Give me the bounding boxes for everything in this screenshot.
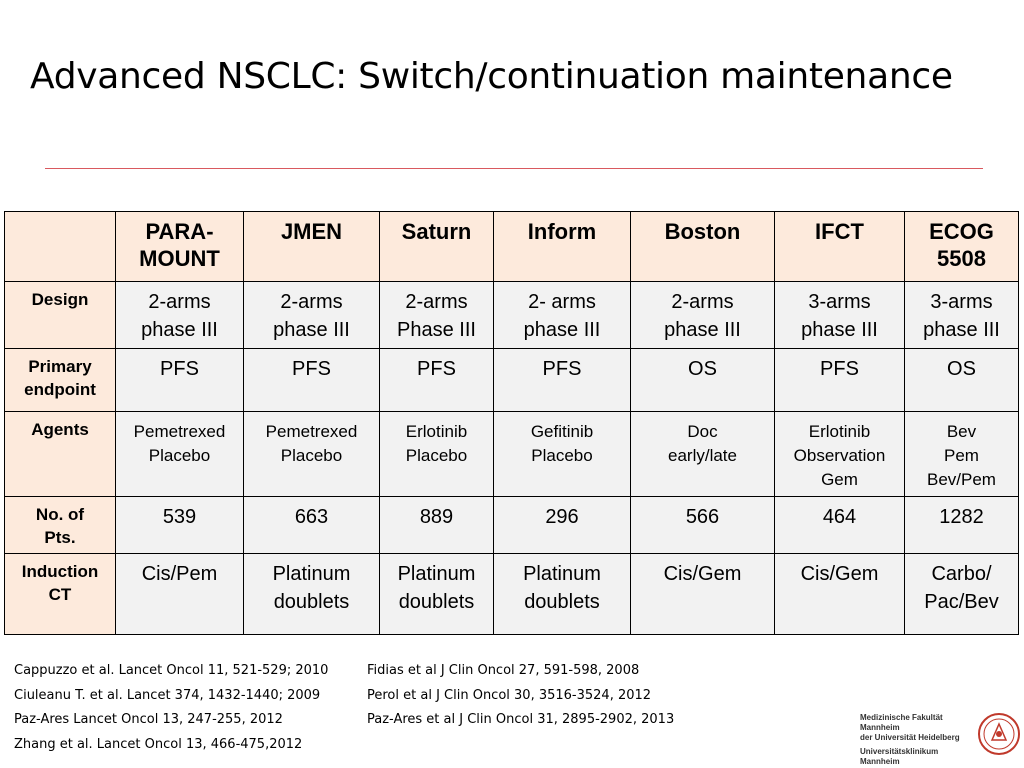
- table-row-design: Design 2-arms phase III 2-arms phase III…: [4, 281, 1019, 349]
- table-cell: 3-arms phase III: [904, 281, 1019, 349]
- table-cell: 2-arms Phase III: [379, 281, 494, 349]
- table-row-primary-endpoint: Primary endpoint PFS PFS PFS PFS OS PFS …: [4, 348, 1019, 412]
- table-cell: Doc early/late: [630, 411, 775, 497]
- reference-item: Paz-Ares et al J Clin Oncol 31, 2895-290…: [367, 712, 675, 727]
- header-ifct: IFCT: [774, 211, 905, 282]
- table-cell: 566: [630, 496, 775, 554]
- header-ecog-5508: ECOG 5508: [904, 211, 1019, 282]
- slide-title: Advanced NSCLC: Switch/continuation main…: [30, 56, 953, 97]
- table-cell: Cis/Gem: [774, 553, 905, 635]
- table-cell: 296: [493, 496, 631, 554]
- header-paramount: PARA- MOUNT: [115, 211, 244, 282]
- row-label-primary-endpoint: Primary endpoint: [4, 348, 116, 412]
- logo-line-2: der Universität Heidelberg: [860, 733, 960, 742]
- table-cell: OS: [630, 348, 775, 412]
- table-row-induction-ct: Induction CT Cis/Pem Platinum doublets P…: [4, 553, 1019, 635]
- header-boston: Boston: [630, 211, 775, 282]
- table-cell: Carbo/ Pac/Bev: [904, 553, 1019, 635]
- logo-line-3: Universitätsklinikum Mannheim: [860, 747, 939, 766]
- table-cell: 464: [774, 496, 905, 554]
- trials-table: PARA- MOUNT JMEN Saturn Inform Boston IF…: [4, 211, 1019, 635]
- table-cell: 2- arms phase III: [493, 281, 631, 349]
- table-row-agents: Agents Pemetrexed Placebo Pemetrexed Pla…: [4, 411, 1019, 497]
- table-cell: 2-arms phase III: [630, 281, 775, 349]
- table-cell: OS: [904, 348, 1019, 412]
- reference-item: Perol et al J Clin Oncol 30, 3516-3524, …: [367, 687, 652, 703]
- reference-item: Paz-Ares Lancet Oncol 13, 247-255, 2012: [14, 712, 283, 727]
- references-right: Fidias et al J Clin Oncol 27, 591-598, 2…: [367, 659, 674, 733]
- reference-item: Zhang et al. Lancet Oncol 13, 466-475,20…: [14, 736, 303, 752]
- table-cell: 3-arms phase III: [774, 281, 905, 349]
- table-row-number-of-patients: No. of Pts. 539 663 889 296 566 464 1282: [4, 496, 1019, 554]
- row-label-induction-ct: Induction CT: [4, 553, 116, 635]
- institution-logo-text: Medizinische Fakultät Mannheim der Unive…: [860, 713, 975, 767]
- table-cell: Platinum doublets: [379, 553, 494, 635]
- table-cell: PFS: [115, 348, 244, 412]
- row-label-agents: Agents: [4, 411, 116, 497]
- title-divider: [45, 168, 983, 169]
- table-cell: PFS: [243, 348, 380, 412]
- row-label-design: Design: [4, 281, 116, 349]
- table-cell: 539: [115, 496, 244, 554]
- table-cell: Gefitinib Placebo: [493, 411, 631, 497]
- table-cell: Erlotinib Placebo: [379, 411, 494, 497]
- references-left: Cappuzzo et al. Lancet Oncol 11, 521-529…: [14, 659, 328, 757]
- table-cell: Pemetrexed Placebo: [115, 411, 244, 497]
- table-cell: Erlotinib Observation Gem: [774, 411, 905, 497]
- table-cell: Pemetrexed Placebo: [243, 411, 380, 497]
- university-seal-icon: [978, 713, 1020, 755]
- header-jmen: JMEN: [243, 211, 380, 282]
- reference-item: Fidias et al J Clin Oncol 27, 591-598, 2…: [367, 663, 640, 678]
- table-cell: Platinum doublets: [243, 553, 380, 635]
- reference-item: Cappuzzo et al. Lancet Oncol 11, 521-529…: [14, 663, 329, 678]
- table-cell: PFS: [774, 348, 905, 412]
- table-cell: 663: [243, 496, 380, 554]
- table-cell: 2-arms phase III: [243, 281, 380, 349]
- table-cell: PFS: [493, 348, 631, 412]
- table-cell: Platinum doublets: [493, 553, 631, 635]
- table-cell: PFS: [379, 348, 494, 412]
- header-inform: Inform: [493, 211, 631, 282]
- logo-line-1: Medizinische Fakultät Mannheim: [860, 713, 943, 732]
- reference-item: Ciuleanu T. et al. Lancet 374, 1432-1440…: [14, 687, 321, 703]
- table-cell: 1282: [904, 496, 1019, 554]
- table-cell: 2-arms phase III: [115, 281, 244, 349]
- row-label-number-of-patients: No. of Pts.: [4, 496, 116, 554]
- header-saturn: Saturn: [379, 211, 494, 282]
- table-cell: Bev Pem Bev/Pem: [904, 411, 1019, 497]
- header-corner-cell: [4, 211, 116, 282]
- table-cell: Cis/Pem: [115, 553, 244, 635]
- table-cell: Cis/Gem: [630, 553, 775, 635]
- table-cell: 889: [379, 496, 494, 554]
